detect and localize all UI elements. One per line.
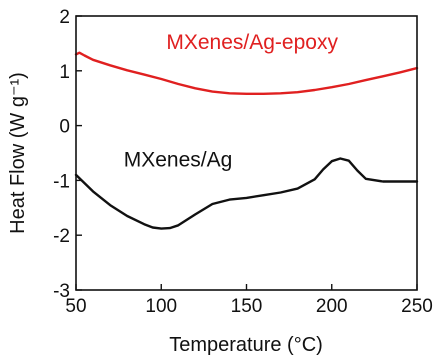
x-axis-label: Temperature (°C) (169, 334, 323, 356)
y-tick-label: 1 (59, 62, 70, 83)
series-annotation-1: MXenes/Ag-epoxy (166, 31, 338, 54)
series-line-1 (74, 51, 419, 96)
y-tick-label: 2 (59, 7, 70, 28)
x-tick-label: 250 (401, 296, 433, 317)
y-tick-label: -3 (53, 281, 70, 302)
x-tick-label: 150 (231, 296, 263, 317)
y-tick-label: -1 (53, 171, 70, 192)
series-annotation-2: MXenes/Ag (124, 149, 233, 172)
x-tick-label: 200 (316, 296, 348, 317)
y-tick-label: -2 (53, 226, 70, 247)
tick-layer: 50 100 150 200 250 -3 -2 -1 0 1 2 (53, 7, 433, 317)
annotation-layer: MXenes/Ag-epoxy MXenes/Ag (124, 31, 339, 172)
series-layer (74, 51, 419, 230)
x-tick-label: 50 (65, 296, 86, 317)
y-tick-label: 0 (59, 117, 70, 138)
y-axis-label: Heat Flow (W g⁻¹) (7, 72, 29, 234)
x-tick-label: 100 (145, 296, 177, 317)
series-line-2 (74, 157, 419, 230)
